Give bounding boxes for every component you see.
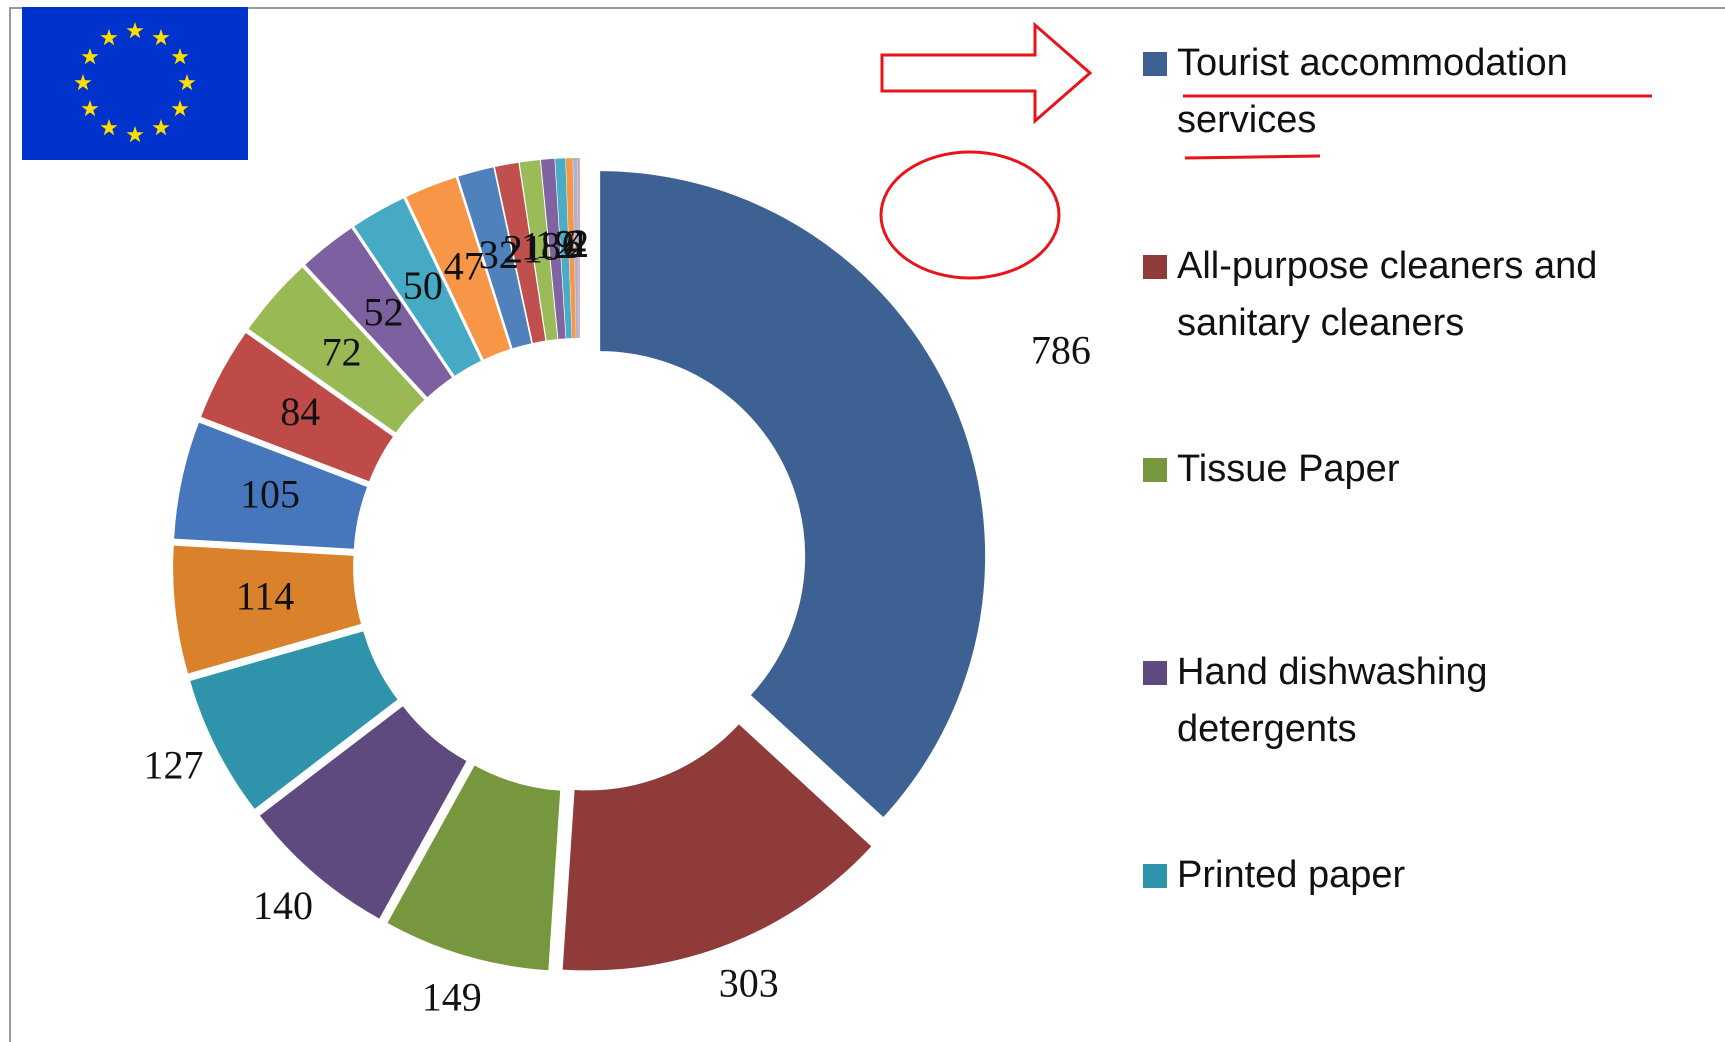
highlight-circle	[879, 150, 1061, 280]
data-label: 2	[569, 221, 589, 266]
underline	[1184, 154, 1321, 160]
legend-entry: Tissue Paper	[1143, 441, 1673, 498]
legend-entry: Tourist accommodation services	[1143, 35, 1673, 149]
data-label: 9	[555, 222, 575, 267]
slice	[305, 228, 452, 398]
legend-label: Hand dishwashing detergents	[1177, 651, 1488, 750]
slice	[406, 177, 511, 360]
star	[126, 22, 144, 39]
data-label: 6	[562, 221, 582, 266]
data-label: 21	[503, 226, 543, 271]
legend-label: Tourist accommodation services	[1177, 42, 1568, 141]
legend-swatch	[1143, 661, 1167, 685]
data-label: 72	[322, 329, 362, 374]
data-label: 84	[280, 389, 320, 434]
data-label: 127	[144, 743, 204, 788]
legend-label: Printed paper	[1177, 854, 1406, 896]
star	[171, 100, 189, 117]
slice	[354, 198, 481, 376]
star	[74, 74, 92, 91]
slice	[562, 724, 872, 971]
legend-swatch	[1143, 458, 1167, 482]
star	[81, 100, 99, 117]
data-label: 32	[479, 232, 519, 277]
data-label: 18	[521, 224, 561, 269]
data-label: 149	[422, 975, 482, 1020]
data-label: 786	[1031, 327, 1091, 372]
legend-label: Tissue Paper	[1177, 448, 1400, 490]
frame	[9, 7, 1725, 1042]
star	[152, 29, 170, 46]
star	[100, 119, 118, 136]
slice	[572, 158, 579, 339]
arrow	[880, 21, 1093, 125]
data-label: 47	[444, 243, 484, 288]
data-label: 114	[236, 573, 295, 618]
data-label: 12	[535, 222, 575, 267]
data-label: 140	[253, 883, 313, 928]
slice	[540, 158, 566, 340]
star	[171, 48, 189, 65]
slice	[494, 162, 546, 343]
slice	[600, 171, 986, 818]
data-label: 52	[363, 289, 403, 334]
star	[178, 74, 196, 91]
data-label: 50	[403, 263, 443, 308]
data-label: 4	[566, 221, 586, 266]
legend-swatch	[1143, 864, 1167, 888]
slice	[519, 159, 558, 341]
donut	[173, 158, 986, 971]
star	[152, 119, 170, 136]
legend-entry: Printed paper	[1143, 847, 1673, 904]
slice	[248, 267, 425, 433]
slice	[577, 158, 580, 338]
slice	[259, 706, 467, 919]
legend-entry: All-purpose cleaners and sanitary cleane…	[1143, 238, 1673, 352]
star	[81, 48, 99, 65]
slice	[565, 158, 576, 339]
star	[100, 29, 118, 46]
slice	[174, 422, 368, 549]
star	[126, 126, 144, 143]
slice	[201, 333, 393, 482]
legend-swatch	[1143, 52, 1167, 76]
data-label: 303	[719, 961, 779, 1006]
slice	[458, 167, 532, 349]
slice	[387, 765, 561, 971]
slice	[190, 631, 398, 809]
slice	[555, 158, 572, 339]
slice	[173, 545, 362, 674]
data-label: 105	[240, 472, 300, 517]
legend-entry: Hand dishwashing detergents	[1143, 644, 1673, 758]
legend-label: All-purpose cleaners and sanitary cleane…	[1177, 245, 1598, 344]
flag-stars	[74, 22, 196, 143]
legend-swatch	[1143, 255, 1167, 279]
